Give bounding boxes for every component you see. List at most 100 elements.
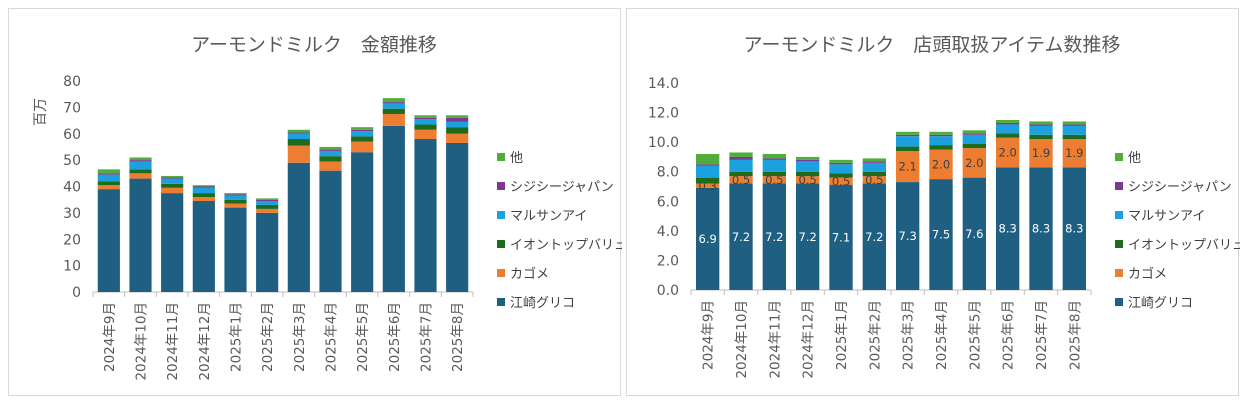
data-label: 2.0 (965, 156, 983, 170)
bar-segment (256, 201, 279, 205)
bar-segment (256, 198, 279, 200)
bar-segment (97, 185, 120, 190)
bar-segment (192, 197, 215, 202)
data-label: 8.3 (999, 222, 1017, 236)
y-axis-label: 百万 (33, 98, 49, 126)
x-tick-label: 2024年12月 (801, 300, 817, 379)
legend-swatch (497, 153, 505, 161)
bar-segment (929, 145, 953, 150)
bar-segment (729, 171, 753, 177)
bar-segment (129, 160, 152, 162)
bar-segment (862, 183, 886, 290)
x-tick-label: 2025年8月 (450, 302, 466, 372)
legend-entry: マルサンアイ (510, 209, 587, 224)
bar-segment (287, 139, 310, 146)
bar-segment (1062, 125, 1086, 135)
bar-segment (729, 183, 753, 290)
bar-segment (896, 131, 920, 135)
legend-entry: マルサンアイ (1128, 209, 1205, 224)
legend-swatch (497, 240, 505, 248)
y-tick-label: 12.0 (648, 106, 679, 122)
data-label: 2.0 (999, 145, 1017, 159)
y-tick-label: 8.0 (657, 165, 679, 181)
data-label: 0.5 (832, 174, 850, 188)
legend-swatch (1115, 182, 1123, 190)
legend-swatch (1115, 211, 1123, 219)
y-tick-label: 30 (63, 206, 81, 222)
bar-segment (796, 159, 820, 162)
bar-segment (256, 199, 279, 202)
legend-entry: カゴメ (1128, 266, 1167, 282)
bar-segment (129, 173, 152, 179)
bar-segment (161, 177, 184, 179)
chart-title: アーモンドミルク 店頭取扱アイテム数推移 (744, 34, 1121, 56)
legend-swatch (1115, 153, 1123, 161)
bar-segment (1029, 139, 1053, 168)
bar-segment (446, 117, 469, 122)
bar-segment (192, 187, 215, 194)
data-label: 2.1 (899, 160, 917, 174)
legend-swatch (1115, 298, 1123, 306)
x-tick-label: 2025年6月 (387, 302, 403, 372)
bar-segment (382, 98, 405, 103)
bar-segment (896, 146, 920, 152)
data-label: 0.5 (865, 173, 883, 187)
bar-segment (896, 151, 920, 183)
bar-segment (896, 134, 920, 137)
bar-segment (319, 161, 342, 171)
bar-segment (1062, 124, 1086, 126)
bar-segment (996, 119, 1020, 123)
bar-segment (929, 131, 953, 135)
bar-segment (829, 173, 853, 178)
bar-segment (382, 102, 405, 104)
x-tick-label: 2024年10月 (734, 300, 750, 379)
bar-segment (829, 159, 853, 163)
bar-segment (224, 207, 247, 292)
x-tick-label: 2025年3月 (292, 302, 308, 372)
bar-segment (192, 186, 215, 188)
y-tick-label: 4.0 (657, 224, 679, 240)
bar-segment (829, 177, 853, 186)
y-tick-label: 0 (72, 285, 81, 301)
x-tick-label: 2025年5月 (967, 300, 983, 370)
bar-segment (896, 136, 920, 147)
bar-segment (97, 189, 120, 292)
bar-segment (1029, 134, 1053, 140)
bar-segment (762, 176, 786, 184)
legend-entry: イオントップバリュ (510, 238, 622, 253)
bar-segment (319, 170, 342, 292)
bar-segment (287, 129, 310, 133)
bar-segment (696, 177, 720, 184)
bar-segment (796, 156, 820, 160)
bar-segment (762, 158, 786, 160)
bar-segment (1029, 124, 1053, 126)
bar-segment (319, 156, 342, 162)
bar-segment (351, 131, 374, 137)
bar-segment (161, 178, 184, 184)
y-tick-label: 40 (63, 180, 81, 196)
x-tick-label: 2025年1月 (834, 300, 850, 370)
bar-segment (696, 164, 720, 166)
legend-entry: イオントップバリュ (1128, 238, 1240, 253)
bar-segment (319, 149, 342, 151)
legend-entry: カゴメ (510, 266, 549, 282)
y-tick-label: 20 (63, 232, 81, 248)
bar-segment (929, 179, 953, 290)
legend-entry: 江崎グリコ (1128, 296, 1193, 311)
bar-segment (351, 141, 374, 153)
amount-chart-panel: アーモンドミルク 金額推移 百万 0 10 20 30 40 50 60 70 80 2024年9月 2… (8, 8, 622, 396)
data-label: 7.2 (799, 230, 817, 244)
bar-segment (287, 132, 310, 134)
bar-segment (962, 134, 986, 144)
bar-segment (796, 176, 820, 184)
bar-segment (224, 203, 247, 208)
bar-segment (129, 178, 152, 292)
legend-entry: シジシージャパン (510, 180, 614, 195)
bar-segment (929, 134, 953, 137)
bar-segment (696, 153, 720, 165)
bar-segment (962, 143, 986, 149)
bar-segment (762, 153, 786, 159)
data-label: 7.1 (832, 231, 850, 245)
legend-entry: 江崎グリコ (510, 296, 575, 311)
bar-segment (446, 121, 469, 128)
